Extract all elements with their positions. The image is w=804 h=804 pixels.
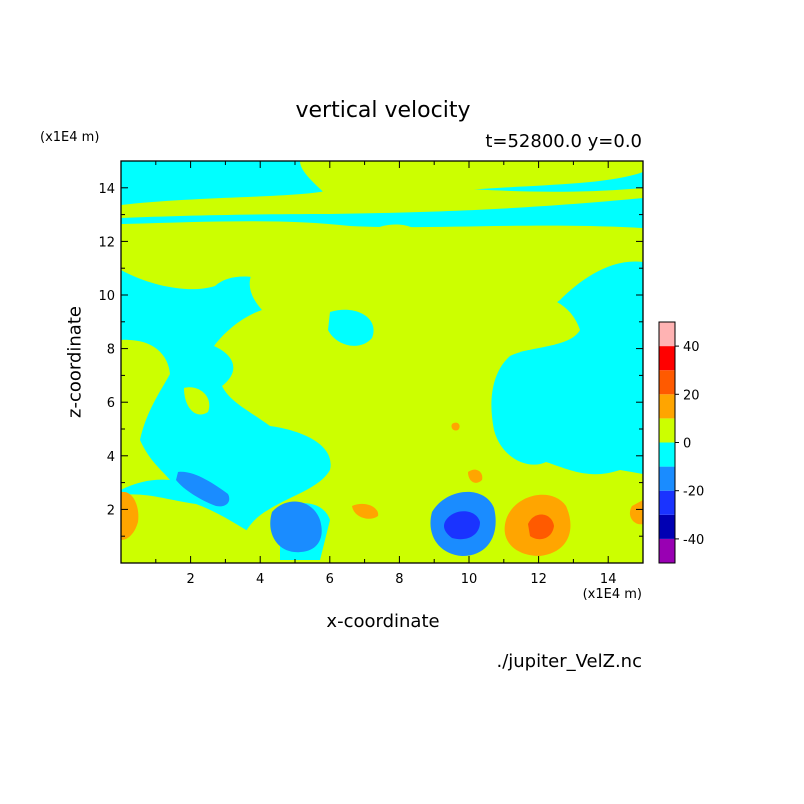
colorbar-swatch <box>659 346 675 371</box>
region-updraft-left-low <box>121 494 256 563</box>
colorbar-swatch <box>659 514 675 539</box>
chart-title: vertical velocity <box>295 98 471 123</box>
region-cyan-pocket-b <box>520 348 616 405</box>
x-tick-label: 8 <box>395 572 403 587</box>
updraft-cell-left-edge <box>121 491 139 540</box>
updraft-cell-small-b <box>468 469 483 483</box>
colorbar: 40 20 0 -20 -40 <box>658 321 704 564</box>
colorbar-swatch <box>659 538 675 563</box>
y-tick-label: 6 <box>107 396 115 411</box>
region-updraft-cap <box>300 161 643 198</box>
colorbar-tick-label: -20 <box>683 485 704 500</box>
contour-field <box>121 161 643 563</box>
updraft-cell-main-core <box>528 514 554 540</box>
region-updraft-top <box>121 186 643 218</box>
x-axis-label: x-coordinate <box>326 611 440 632</box>
updraft-cell-small-a <box>352 503 379 519</box>
y-tick-label: 10 <box>98 289 115 304</box>
colorbar-swatch <box>659 418 675 443</box>
region-updraft-island-a <box>372 224 424 258</box>
colorbar-swatch <box>659 394 675 419</box>
y-tick-label: 14 <box>98 182 115 197</box>
plot-frame <box>120 160 644 564</box>
colorbar-tick-label: 0 <box>683 437 691 452</box>
colorbar-swatch <box>659 370 675 395</box>
colorbar-swatch <box>659 442 675 467</box>
colorbar-swatch <box>659 466 675 491</box>
chart-subtitle: t=52800.0 y=0.0 <box>485 131 642 152</box>
colorbar-tick-label: -40 <box>683 533 704 548</box>
y-axis-unit: (x1E4 m) <box>40 130 100 145</box>
region-updraft-island-b <box>184 387 210 415</box>
colorbar-swatch <box>659 490 675 515</box>
y-tick-label: 12 <box>98 235 115 250</box>
x-tick-label: 10 <box>461 572 478 587</box>
axes: 2 4 6 8 10 12 14 2 4 6 8 10 12 14 <box>98 161 643 587</box>
downdraft-cell-main-core <box>444 511 480 540</box>
x-tick-label: 14 <box>600 572 617 587</box>
downdraft-cell-left <box>176 471 230 507</box>
x-axis-unit: (x1E4 m) <box>582 587 642 602</box>
region-updraft-left-mid <box>121 339 170 490</box>
y-tick-label: 4 <box>107 450 115 465</box>
x-tick-label: 6 <box>326 572 334 587</box>
region-updraft-core <box>214 260 643 563</box>
downdraft-cell-mid <box>270 501 322 553</box>
y-tick-label: 8 <box>107 343 115 358</box>
x-tick-label: 4 <box>256 572 264 587</box>
x-tick-label: 12 <box>530 572 547 587</box>
updraft-cell-small-c <box>451 422 460 431</box>
updraft-cell-right-edge <box>629 500 643 525</box>
region-cyan-pocket-a <box>328 309 374 346</box>
x-tick-label: 2 <box>186 572 194 587</box>
colorbar-tick-label: 20 <box>683 388 700 403</box>
colorbar-swatch <box>659 322 675 347</box>
colorbar-tick-label: 40 <box>683 340 700 355</box>
y-tick-label: 2 <box>107 503 115 518</box>
source-file-label: ./jupiter_VelZ.nc <box>496 651 642 672</box>
